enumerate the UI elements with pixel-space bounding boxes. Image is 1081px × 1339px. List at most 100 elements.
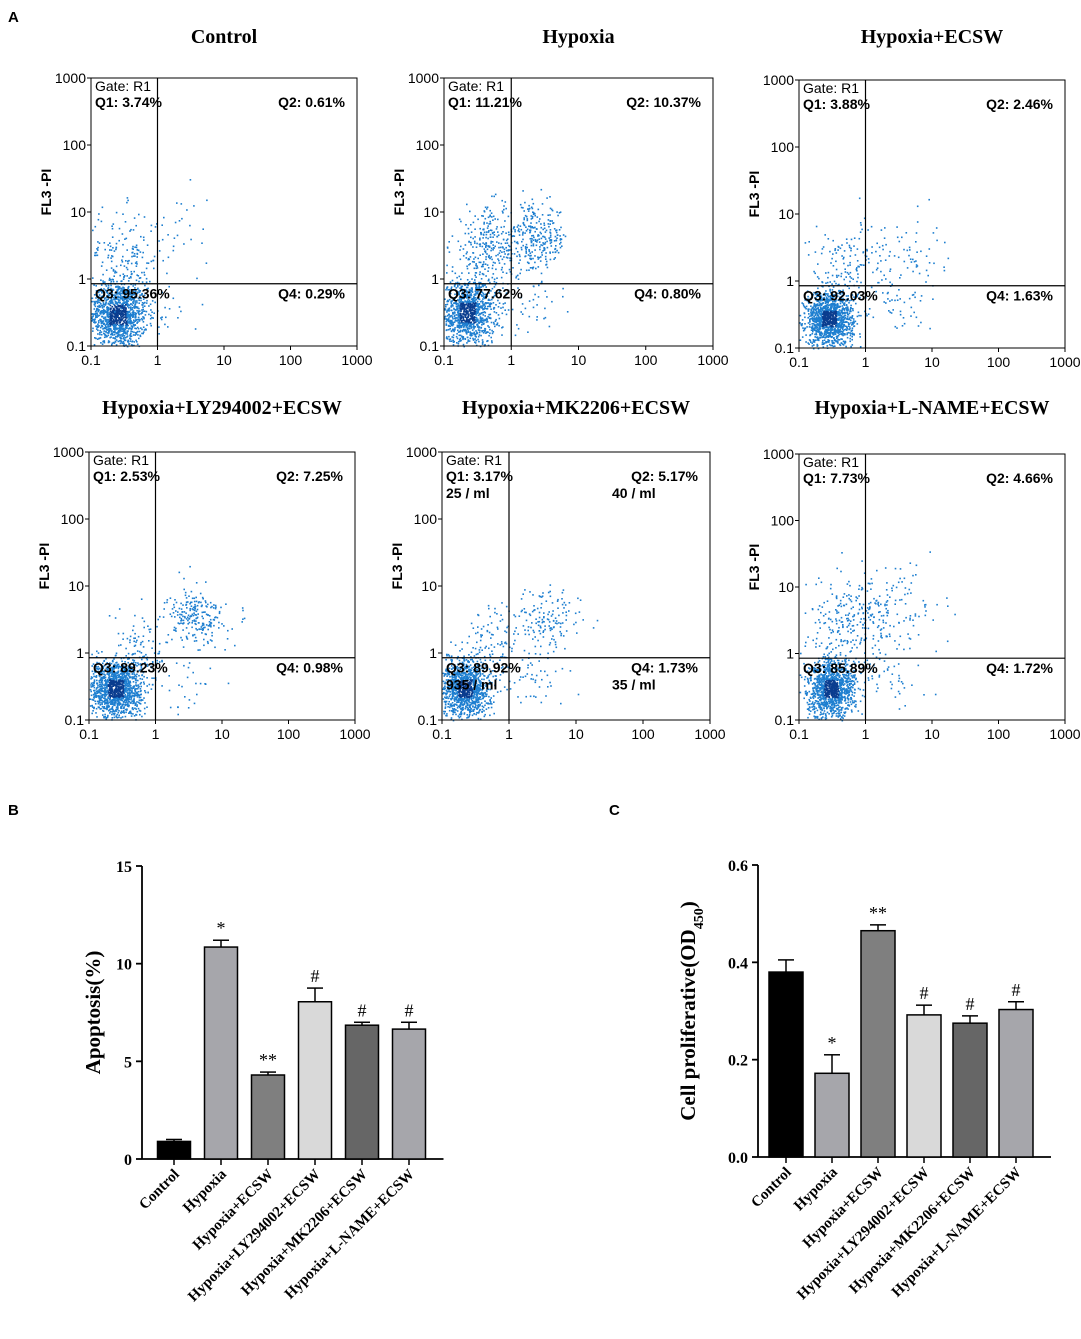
data-point xyxy=(450,302,453,305)
data-point xyxy=(530,237,533,240)
data-point xyxy=(514,334,517,337)
data-point xyxy=(484,206,487,209)
data-point xyxy=(457,331,460,333)
data-point xyxy=(488,334,490,337)
data-point xyxy=(132,245,134,248)
data-point xyxy=(888,255,891,257)
data-point xyxy=(124,322,127,324)
data-point xyxy=(819,322,821,325)
data-point xyxy=(525,269,528,272)
data-point xyxy=(532,239,535,241)
data-point xyxy=(884,259,887,261)
data-point xyxy=(492,302,495,304)
data-point xyxy=(126,705,129,707)
data-point xyxy=(929,327,931,330)
data-point xyxy=(489,214,491,217)
data-point xyxy=(471,303,474,306)
data-point xyxy=(480,307,483,309)
data-point xyxy=(545,263,548,266)
data-point xyxy=(470,294,473,297)
data-point xyxy=(819,306,822,308)
data-point xyxy=(854,254,857,256)
data-point xyxy=(97,246,99,249)
data-point xyxy=(550,239,553,241)
data-point xyxy=(823,332,826,334)
data-point xyxy=(832,239,834,242)
data-point xyxy=(505,249,508,252)
data-point xyxy=(833,339,836,342)
data-point xyxy=(135,676,138,678)
data-point xyxy=(117,296,120,298)
data-point xyxy=(562,234,565,236)
data-point xyxy=(833,297,835,299)
data-point xyxy=(120,306,122,309)
data-point xyxy=(495,268,497,271)
data-point xyxy=(98,309,100,311)
data-point xyxy=(482,305,484,307)
data-point xyxy=(517,242,519,245)
data-point xyxy=(532,202,535,205)
data-point xyxy=(511,235,514,238)
data-point xyxy=(115,336,117,338)
data-point xyxy=(138,307,140,310)
data-point xyxy=(487,231,490,233)
data-point xyxy=(113,250,116,252)
data-point xyxy=(116,315,119,317)
data-point xyxy=(534,226,536,229)
data-point xyxy=(505,256,508,259)
data-point xyxy=(516,226,519,228)
data-point xyxy=(811,318,814,321)
data-point xyxy=(120,311,123,314)
data-point xyxy=(458,327,461,329)
data-point xyxy=(847,307,849,310)
data-point xyxy=(843,315,846,317)
data-point xyxy=(134,287,136,289)
data-point xyxy=(468,319,471,321)
data-point xyxy=(115,291,118,293)
data-point xyxy=(449,315,452,317)
data-point xyxy=(835,274,838,277)
data-point xyxy=(830,330,832,333)
data-point xyxy=(122,305,124,308)
data-point xyxy=(131,273,133,275)
data-point xyxy=(471,260,474,263)
data-point xyxy=(542,250,544,252)
data-point xyxy=(881,279,883,281)
data-point xyxy=(802,304,805,307)
data-point xyxy=(472,252,475,254)
data-point xyxy=(458,291,460,294)
data-point xyxy=(820,296,823,299)
data-point xyxy=(126,197,129,199)
data-point xyxy=(122,243,124,246)
data-point xyxy=(121,298,124,301)
data-point xyxy=(831,283,833,285)
data-point xyxy=(123,342,125,345)
data-point xyxy=(457,316,460,318)
data-point xyxy=(99,290,101,292)
data-point xyxy=(109,320,112,322)
data-point xyxy=(525,248,527,251)
data-point xyxy=(113,313,116,315)
data-point xyxy=(457,329,459,332)
data-point xyxy=(835,282,837,285)
data-point xyxy=(457,240,460,243)
data-point xyxy=(450,322,452,324)
data-point xyxy=(476,242,478,245)
data-point xyxy=(849,261,851,264)
data-point xyxy=(92,277,94,279)
data-point xyxy=(138,312,140,315)
data-point xyxy=(514,230,516,233)
data-point xyxy=(118,305,120,307)
data-point xyxy=(515,241,518,244)
data-point xyxy=(456,342,458,344)
quadrant-q2-label: Q2: 2.46% xyxy=(986,96,1053,112)
data-point xyxy=(116,309,118,311)
data-point xyxy=(827,238,830,240)
data-point xyxy=(116,323,118,326)
data-point xyxy=(541,254,543,256)
data-point xyxy=(497,299,499,302)
data-point xyxy=(519,255,521,258)
data-point xyxy=(457,322,460,324)
data-point xyxy=(841,318,843,321)
data-point xyxy=(448,335,450,338)
